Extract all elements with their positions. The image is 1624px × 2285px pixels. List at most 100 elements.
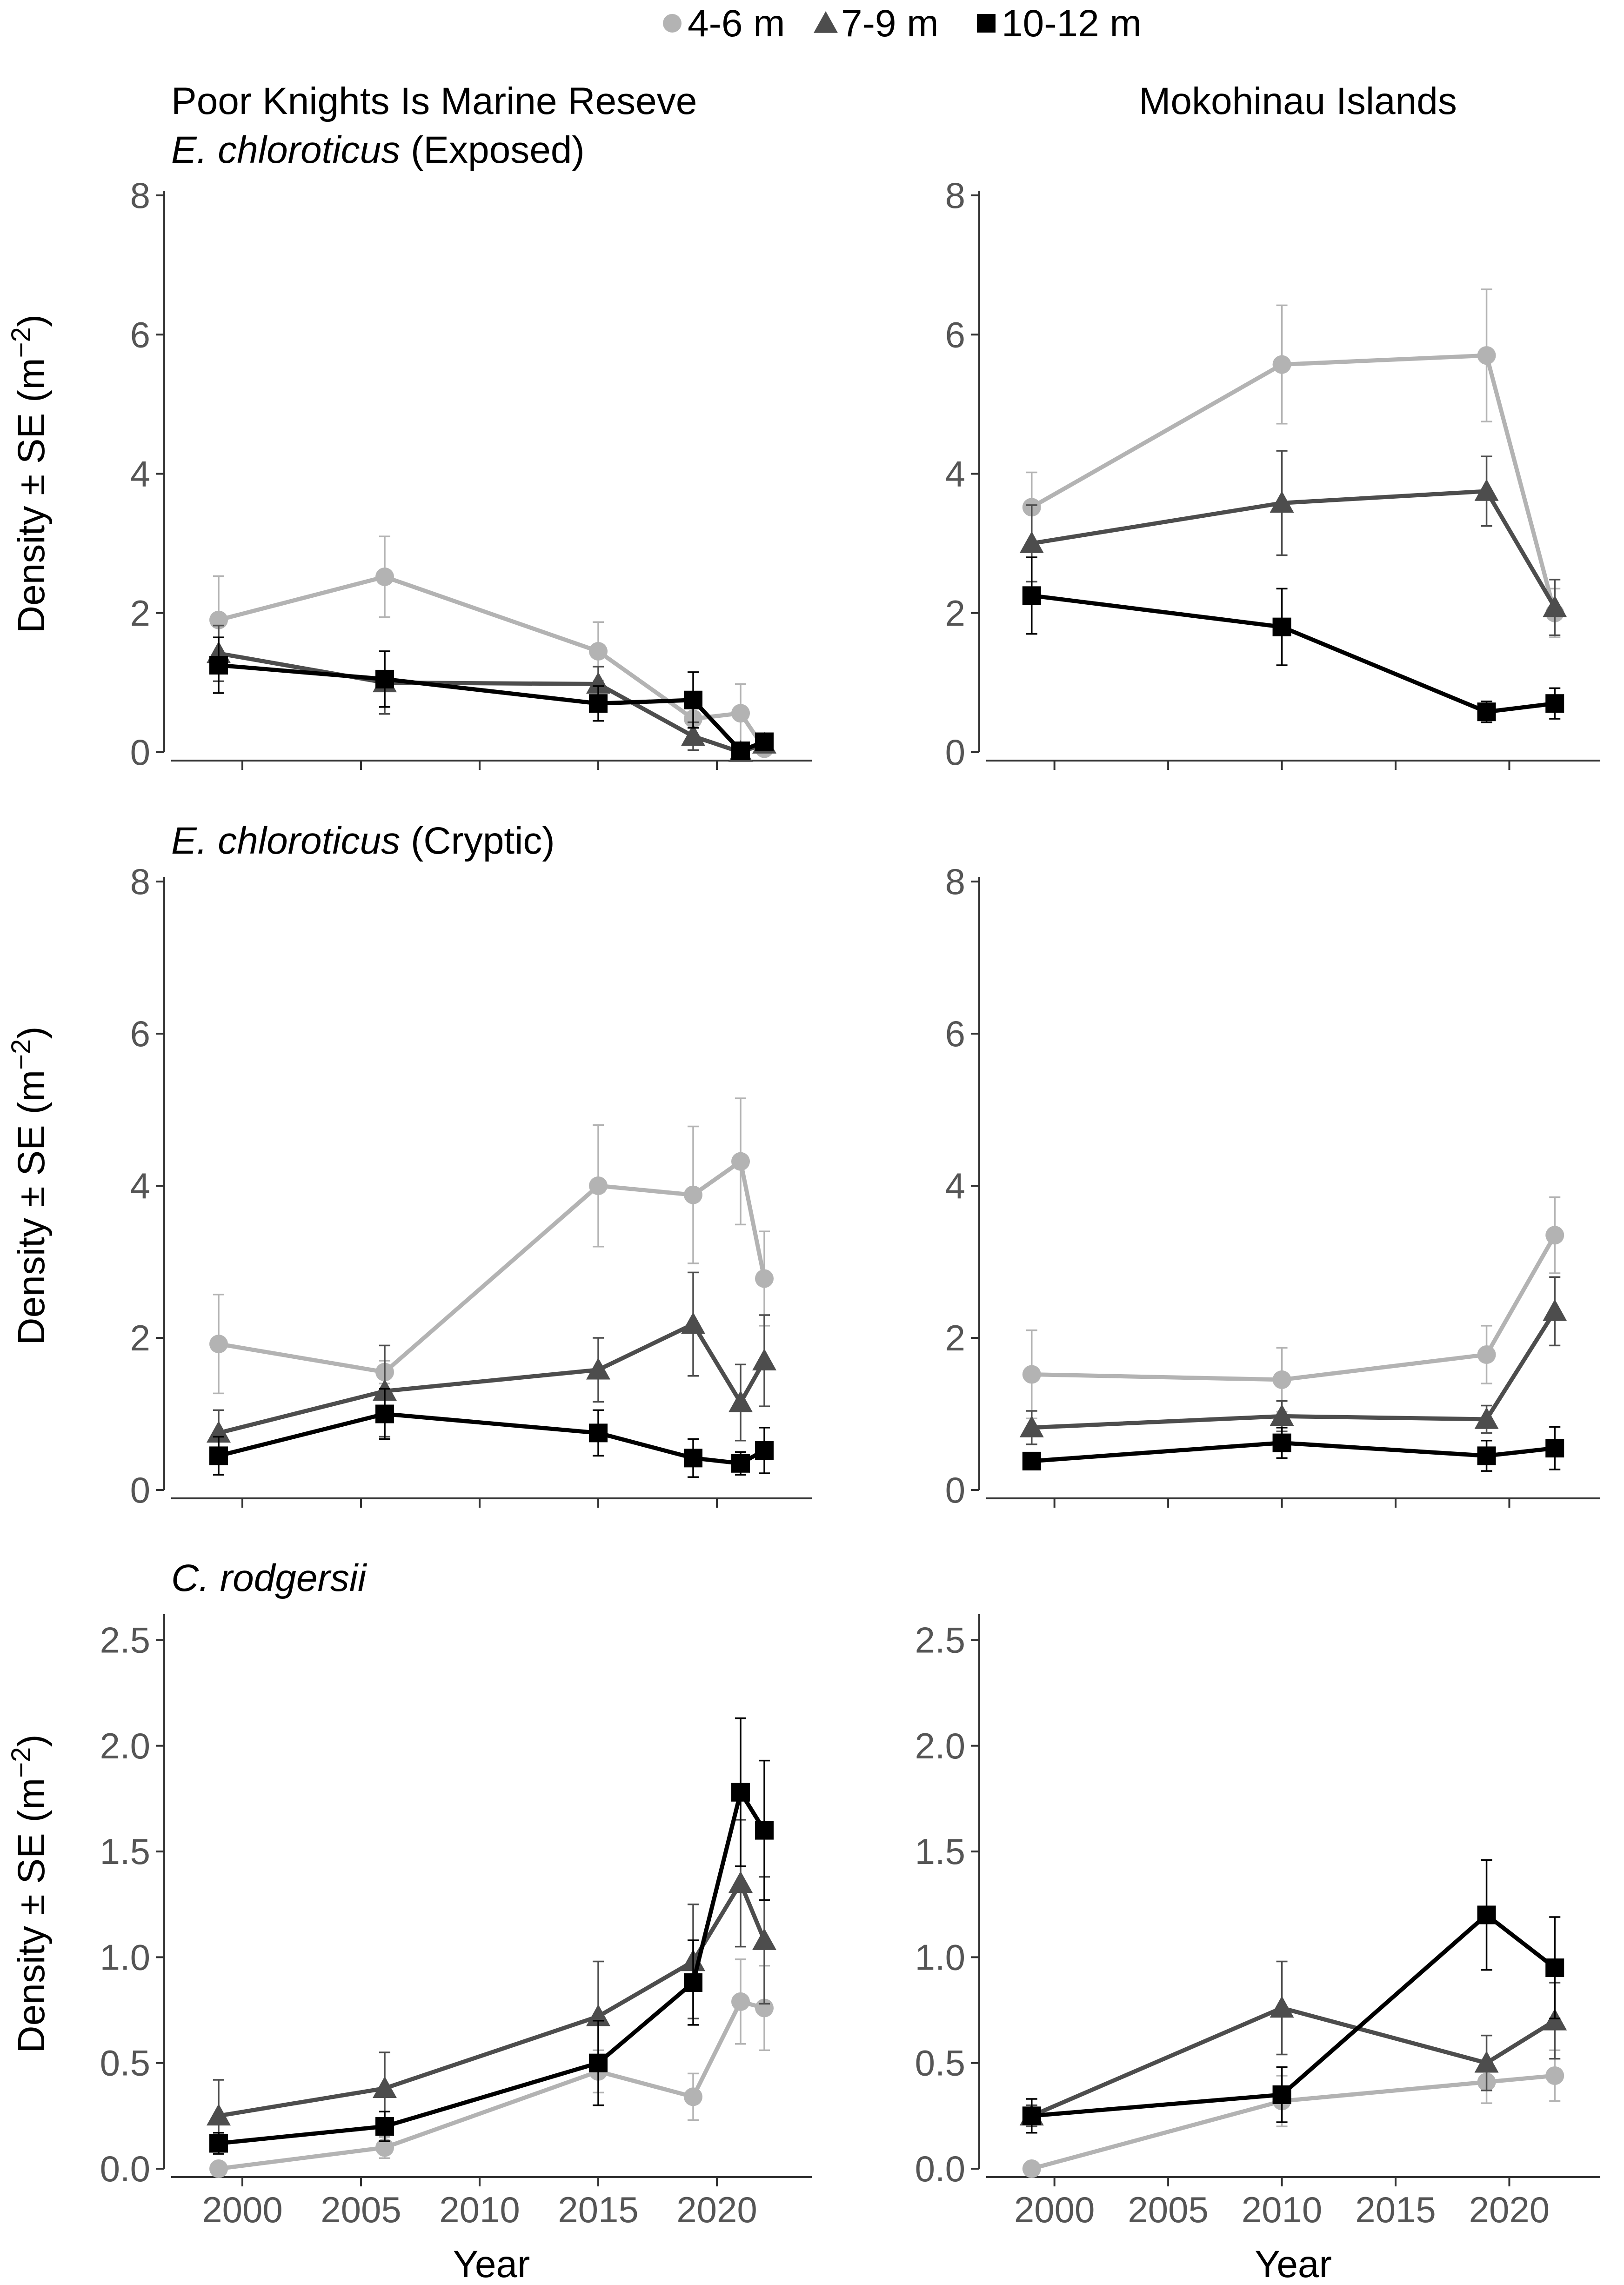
series-line — [218, 1412, 766, 1466]
data-point — [1270, 1996, 1294, 2018]
y-tick-label: 8 — [130, 175, 150, 216]
data-point — [375, 1404, 394, 1423]
data-point — [1543, 595, 1567, 617]
data-point — [1272, 355, 1291, 374]
panel: 0.0 0.5 1.0 1.5 2.0 2.5 2000 2005 2010 2015 2020 Ye… — [6, 1614, 812, 2285]
data-point — [1477, 346, 1496, 365]
y-tick-label: 0 — [945, 1470, 965, 1510]
data-point — [207, 1421, 231, 1443]
series-line — [1030, 2005, 1556, 2118]
data-point — [375, 567, 394, 586]
data-point — [752, 1349, 776, 1370]
y-axis-label: Density ± SE (m−2) — [6, 314, 53, 633]
series-line — [1031, 1310, 1557, 1430]
data-point — [1270, 1404, 1294, 1426]
y-tick-label: 1.5 — [100, 1831, 150, 1872]
series-line — [1031, 1234, 1557, 1382]
series-line — [218, 651, 765, 755]
data-point — [731, 1783, 750, 1802]
data-point — [1545, 2066, 1564, 2085]
data-point — [1545, 1226, 1564, 1245]
y-tick-label: 2.0 — [915, 1725, 965, 1766]
y-tick-label: 0.5 — [915, 2043, 965, 2084]
series-line — [1031, 489, 1557, 609]
x-tick-label: 2020 — [1469, 2189, 1550, 2230]
y-tick-label: 8 — [130, 861, 150, 902]
y-tick-label: 2 — [945, 593, 965, 634]
series-line — [218, 1999, 765, 2171]
legend-label: 7-9 m — [841, 2, 939, 45]
data-point — [1022, 2106, 1041, 2125]
x-tick-label: 2020 — [676, 2189, 757, 2230]
x-tick-label: 2015 — [1355, 2189, 1436, 2230]
y-tick-label: 6 — [130, 1013, 150, 1054]
y-tick-label: 1.0 — [915, 1937, 965, 1978]
series-7-9m — [1019, 1276, 1567, 1445]
row-title-species: E. chloroticus — [171, 820, 400, 862]
data-point — [731, 704, 750, 723]
series-10-12m — [209, 1717, 774, 2155]
y-tick-label: 4 — [945, 1165, 965, 1206]
data-point — [209, 655, 228, 675]
x-tick-label: 2005 — [321, 2189, 401, 2230]
data-point — [755, 1821, 774, 1840]
data-point — [375, 2138, 394, 2157]
series-10-12m — [1022, 556, 1564, 723]
y-tick-label: 6 — [130, 314, 150, 355]
data-point — [755, 1269, 774, 1288]
x-tick-label: 2000 — [1014, 2189, 1095, 2230]
series-10-12m — [1022, 1426, 1564, 1472]
data-point — [1270, 491, 1294, 513]
data-point — [589, 642, 608, 661]
data-point — [586, 2004, 610, 2026]
y-tick-label: 0.5 — [100, 2043, 150, 2084]
series-4-6m — [1022, 1196, 1564, 1420]
y-tick-label: 4 — [130, 454, 150, 494]
series-4-6m — [209, 1958, 774, 2178]
y-tick-label: 0.0 — [915, 2148, 965, 2189]
series-line — [1031, 1441, 1555, 1463]
series-4-6m — [209, 1097, 774, 1395]
data-point — [207, 2104, 231, 2126]
column-title: Mokohinau Islands — [1139, 80, 1457, 122]
panel: 0 2 4 6 8 Density ± SE (m−2) — [6, 861, 812, 1510]
data-point — [1543, 1299, 1567, 1321]
row-title-species: E. chloroticus — [171, 129, 400, 171]
data-point — [1022, 1365, 1041, 1384]
series-7-9m — [207, 1271, 776, 1457]
data-point — [731, 1454, 750, 1473]
data-point — [1545, 1439, 1564, 1458]
panel-titles: Poor Knights Is Marine Reseve Mokohinau I… — [171, 80, 1457, 1599]
data-point — [1022, 586, 1041, 605]
data-point — [731, 742, 750, 761]
y-tick-label: 6 — [945, 314, 965, 355]
x-tick-label: 2010 — [1242, 2189, 1323, 2230]
row-title-type: (Cryptic) — [400, 820, 555, 862]
data-point — [684, 1449, 702, 1468]
data-point — [375, 2117, 394, 2136]
data-point — [684, 690, 702, 709]
y-tick-label: 0 — [945, 732, 965, 773]
series-line — [218, 575, 766, 750]
data-point — [1474, 1407, 1499, 1429]
series-line — [1031, 593, 1555, 714]
y-tick-label: 1.0 — [100, 1937, 150, 1978]
y-tick-label: 6 — [945, 1013, 965, 1054]
series-line — [218, 663, 765, 753]
data-point — [1543, 2008, 1567, 2031]
legend: 4-6 m 7-9 m 10-12 m — [663, 2, 1142, 45]
series-line — [1031, 2073, 1555, 2171]
data-point — [1272, 1370, 1291, 1389]
data-point — [1477, 1905, 1496, 1924]
data-point — [1474, 2051, 1499, 2073]
legend-item: 7-9 m — [814, 2, 939, 45]
data-point — [1272, 2085, 1291, 2104]
data-point — [731, 1152, 750, 1171]
row-title: E. chloroticus (Cryptic) — [171, 820, 555, 862]
y-tick-label: 2.5 — [100, 1619, 150, 1660]
x-tick-label: 2015 — [558, 2189, 639, 2230]
x-axis-label: Year — [1255, 2243, 1332, 2285]
data-point — [731, 1992, 750, 2011]
legend-marker — [663, 14, 682, 33]
